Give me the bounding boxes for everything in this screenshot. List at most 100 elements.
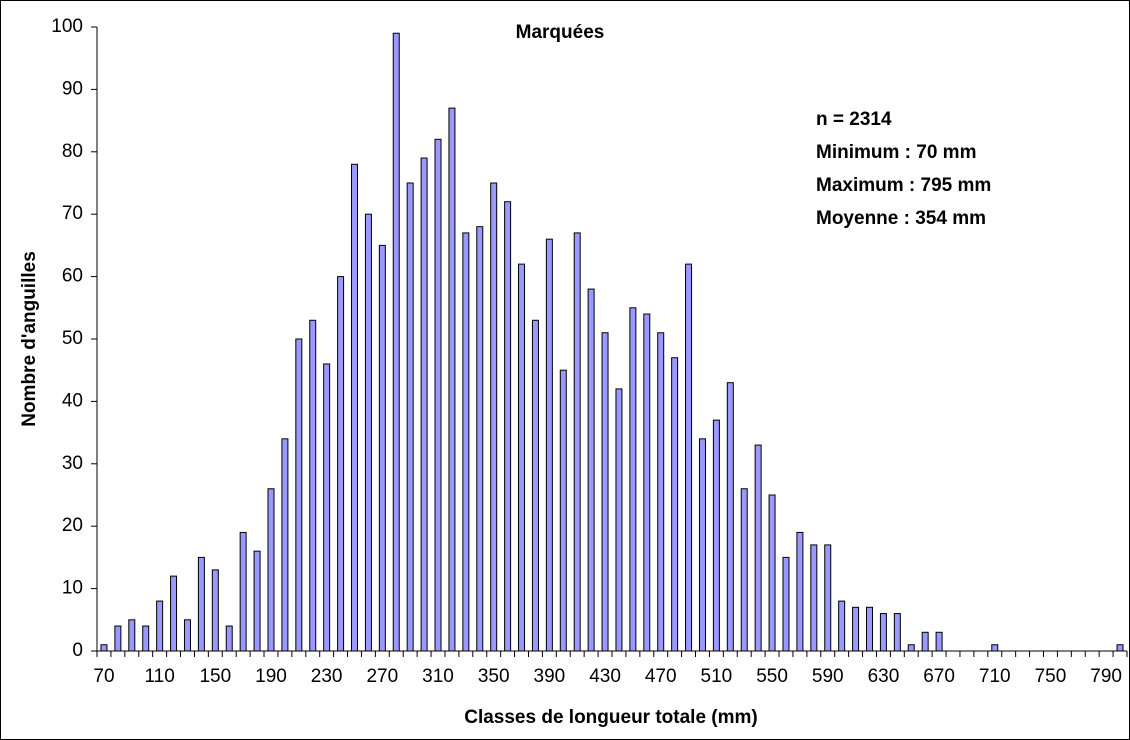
- y-tick-label: 80: [62, 141, 83, 162]
- x-tick-label: 670: [923, 666, 955, 687]
- bar: [378, 244, 386, 652]
- x-tick-label: 750: [1035, 666, 1067, 687]
- bar: [1116, 644, 1124, 652]
- bar: [392, 32, 400, 652]
- bar: [907, 644, 915, 652]
- annotation: n = 2314: [816, 109, 892, 130]
- bar: [211, 569, 219, 652]
- bar: [197, 556, 205, 652]
- bar: [406, 182, 414, 652]
- bar: [754, 444, 762, 652]
- bar: [337, 276, 345, 652]
- bar: [434, 138, 442, 652]
- bar: [490, 182, 498, 652]
- x-tick-label: 630: [868, 666, 900, 687]
- x-tick-label: 350: [478, 666, 510, 687]
- bar: [364, 213, 372, 652]
- bar: [114, 625, 122, 652]
- bar: [531, 319, 539, 652]
- x-tick-label: 710: [979, 666, 1011, 687]
- y-tick-label: 0: [72, 640, 83, 661]
- x-tick-label: 150: [199, 666, 231, 687]
- bar: [183, 619, 191, 652]
- bar: [504, 201, 512, 652]
- bar: [281, 438, 289, 652]
- bar: [796, 531, 804, 652]
- annotation: Maximum : 795 mm: [816, 175, 991, 196]
- bar: [295, 338, 303, 652]
- bar: [573, 232, 581, 652]
- bar: [866, 606, 873, 652]
- bar: [587, 288, 595, 652]
- y-tick-label: 70: [62, 203, 83, 224]
- bar: [810, 544, 818, 652]
- bar: [267, 488, 275, 652]
- bar: [239, 531, 247, 652]
- bar: [253, 550, 261, 652]
- x-tick-label: 230: [311, 666, 343, 687]
- y-tick-label: 20: [62, 515, 83, 536]
- bar: [420, 157, 428, 652]
- x-tick-label: 590: [812, 666, 844, 687]
- x-tick-label: 510: [701, 666, 733, 687]
- bar: [142, 625, 150, 652]
- bar: [559, 369, 567, 652]
- bar: [657, 332, 665, 652]
- bar: [323, 363, 331, 652]
- x-tick-label: 270: [366, 666, 398, 687]
- bar: [921, 631, 929, 652]
- bar: [476, 226, 484, 652]
- bar: [309, 319, 317, 652]
- bar: [768, 494, 776, 652]
- y-tick-label: 40: [62, 390, 83, 411]
- bar: [685, 263, 693, 652]
- chart-title: Marquées: [516, 22, 605, 43]
- bar: [824, 544, 832, 652]
- x-tick-label: 70: [93, 666, 114, 687]
- x-tick-label: 310: [422, 666, 454, 687]
- y-tick-label: 10: [62, 578, 83, 599]
- y-axis-label: Nombre d'anguilles: [19, 251, 40, 427]
- bar: [879, 613, 887, 652]
- x-tick-label: 550: [756, 666, 788, 687]
- x-axis-label: Classes de longueur totale (mm): [464, 707, 758, 728]
- bar: [935, 631, 943, 652]
- bar: [893, 613, 901, 652]
- annotation: Minimum : 70 mm: [816, 142, 976, 163]
- x-tick-label: 470: [645, 666, 677, 687]
- bar: [448, 107, 456, 652]
- bar: [740, 488, 748, 652]
- bar: [629, 307, 637, 652]
- x-tick-label: 190: [255, 666, 287, 687]
- x-tick-label: 430: [589, 666, 621, 687]
- bar: [128, 619, 136, 652]
- bar: [156, 600, 164, 652]
- bar: [712, 419, 720, 652]
- bar: [991, 644, 999, 652]
- bar: [643, 313, 651, 652]
- y-tick-label: 60: [62, 266, 83, 287]
- bar: [170, 575, 178, 652]
- bar: [671, 357, 679, 652]
- x-tick-label: 110: [144, 666, 174, 687]
- bar: [462, 232, 470, 652]
- y-tick-label: 50: [62, 328, 83, 349]
- bar: [838, 600, 846, 652]
- bar: [601, 332, 609, 652]
- annotation: Moyenne : 354 mm: [816, 208, 986, 229]
- y-tick-label: 30: [62, 453, 83, 474]
- bar: [351, 163, 358, 652]
- bar: [225, 625, 233, 652]
- x-tick-label: 390: [534, 666, 566, 687]
- bar: [100, 644, 108, 652]
- bar: [726, 382, 734, 652]
- bar: [782, 556, 790, 652]
- y-tick-label: 90: [62, 78, 83, 99]
- bar: [698, 438, 706, 652]
- y-tick-label: 100: [51, 16, 83, 37]
- bar: [545, 238, 553, 652]
- bar: [852, 606, 860, 652]
- bar: [518, 263, 526, 652]
- bar: [615, 388, 623, 652]
